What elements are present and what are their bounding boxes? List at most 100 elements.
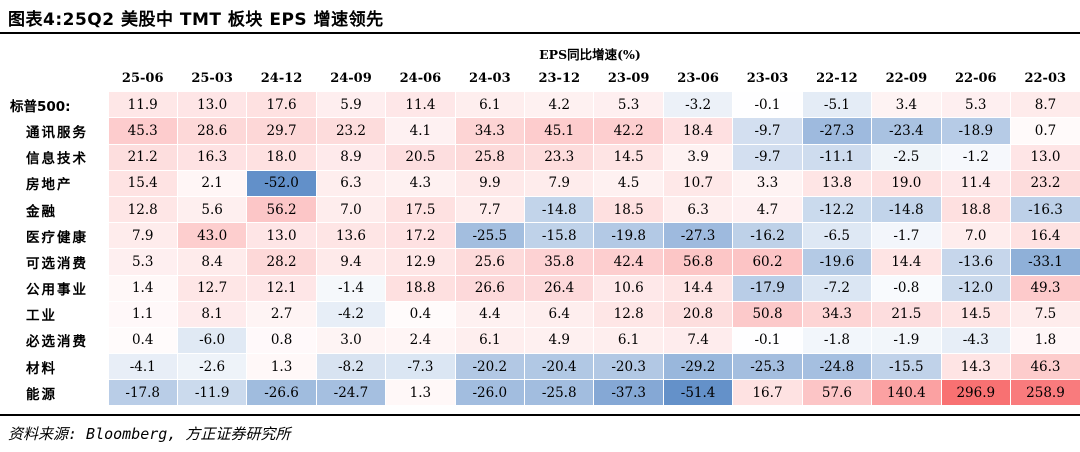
value-cell: 56.2 bbox=[246, 195, 317, 223]
value-cell: -27.3 bbox=[801, 117, 872, 145]
value-cell: 28.2 bbox=[246, 248, 317, 275]
value-cell: 14.4 bbox=[662, 274, 733, 302]
value-cell: 14.4 bbox=[871, 248, 942, 275]
value-cell: 45.3 bbox=[107, 117, 178, 145]
value-cell: 13.6 bbox=[315, 222, 386, 249]
value-cell: -26.0 bbox=[454, 379, 525, 406]
value-cell: 3.4 bbox=[871, 91, 942, 118]
value-cell: 15.4 bbox=[107, 169, 178, 197]
column-header: 24-12 bbox=[260, 71, 303, 87]
value-cell: 296.9 bbox=[940, 379, 1011, 406]
value-cell: 17.6 bbox=[246, 91, 317, 118]
source-note: 资料来源: Bloomberg, 方正证券研究所 bbox=[8, 425, 291, 443]
table-row: 可选消费 5.3 8.4 28.2 9.4 12.9 25.6 35.8 42.4 56.8 60.… bbox=[0, 248, 1080, 275]
value-cell: 1.4 bbox=[107, 274, 178, 302]
value-cell: -1.4 bbox=[315, 274, 386, 302]
table-row: 工业 1.1 8.1 2.7 -4.2 0.4 4.4 6.4 12.8 20.8 50.8 34.3… bbox=[0, 300, 1080, 328]
value-cell: 6.1 bbox=[454, 326, 525, 354]
value-cell: -52.0 bbox=[246, 169, 317, 197]
value-cell: 34.3 bbox=[801, 300, 872, 328]
row-label: 医疗健康 bbox=[26, 229, 88, 246]
value-cell: 7.0 bbox=[315, 195, 386, 223]
value-cell: -1.7 bbox=[871, 222, 942, 249]
value-cell: -20.4 bbox=[524, 353, 594, 380]
value-cell: 5.3 bbox=[107, 248, 178, 275]
value-cell: 60.2 bbox=[732, 248, 803, 275]
value-cell: -7.3 bbox=[385, 353, 456, 380]
row-label: 通讯服务 bbox=[26, 124, 88, 141]
value-cell: -9.7 bbox=[732, 143, 803, 171]
value-cell: -9.7 bbox=[732, 117, 803, 145]
table-row: 房地产 15.4 2.1 -52.0 6.3 4.3 9.9 7.9 4.5 10.7 3.3 13.… bbox=[0, 169, 1080, 197]
value-cell: 25.8 bbox=[454, 143, 525, 171]
value-cell: 0.7 bbox=[1009, 117, 1080, 145]
value-cell: 12.8 bbox=[107, 195, 178, 223]
row-label: 标普500: bbox=[10, 98, 71, 115]
value-cell: 2.4 bbox=[385, 326, 456, 354]
value-cell: 5.3 bbox=[940, 91, 1011, 118]
value-cell: 57.6 bbox=[801, 379, 872, 406]
corner-cell bbox=[0, 66, 108, 92]
value-cell: 4.7 bbox=[732, 195, 803, 223]
value-cell: -18.9 bbox=[940, 117, 1011, 145]
value-cell: 6.1 bbox=[593, 326, 664, 354]
value-cell: 12.7 bbox=[176, 274, 247, 302]
value-cell: -11.9 bbox=[176, 379, 247, 406]
table-row: 材料 -4.1 -2.6 1.3 -8.2 -7.3 -20.2 -20.4 -20.3 -29.… bbox=[0, 353, 1080, 380]
value-cell: -1.8 bbox=[801, 326, 872, 354]
value-cell: 10.6 bbox=[593, 274, 664, 302]
column-header: 25-03 bbox=[191, 71, 233, 87]
value-cell: 46.3 bbox=[1009, 353, 1080, 380]
row-label: 信息技术 bbox=[26, 151, 88, 168]
value-cell: 49.3 bbox=[1009, 274, 1080, 302]
table-row: 必选消费 0.4 -6.0 0.8 3.0 2.4 6.1 4.9 6.1 7.4 -0.1 -1.8… bbox=[0, 326, 1080, 354]
eps-growth-table: 25-06 25-03 24-12 24-09 24-06 24-03 23-12 23-09… bbox=[0, 66, 1080, 406]
super-header: EPS同比增速(%) bbox=[539, 47, 641, 62]
value-cell: 16.7 bbox=[732, 379, 803, 406]
value-cell: 7.7 bbox=[454, 195, 525, 223]
value-cell: 7.9 bbox=[107, 222, 178, 249]
value-cell: -4.1 bbox=[107, 353, 178, 380]
value-cell: -26.6 bbox=[246, 379, 317, 406]
row-label: 公用事业 bbox=[26, 282, 88, 299]
value-cell: -3.2 bbox=[662, 91, 733, 118]
value-cell: 13.0 bbox=[1009, 143, 1080, 171]
value-cell: 56.8 bbox=[662, 248, 733, 275]
value-cell: 12.1 bbox=[246, 274, 317, 302]
value-cell: 9.9 bbox=[454, 169, 525, 197]
value-cell: 1.3 bbox=[385, 379, 456, 406]
value-cell: 140.4 bbox=[871, 379, 942, 406]
value-cell: -12.2 bbox=[801, 195, 872, 223]
value-cell: -12.0 bbox=[940, 274, 1011, 302]
value-cell: 0.8 bbox=[246, 326, 317, 354]
value-cell: 2.1 bbox=[176, 169, 247, 197]
value-cell: 8.9 bbox=[315, 143, 386, 171]
table-row: 能源 -17.8 -11.9 -26.6 -24.7 1.3 -26.0 -25.8 -37.3… bbox=[0, 379, 1080, 406]
row-label: 工业 bbox=[26, 308, 57, 325]
value-cell: 17.2 bbox=[385, 222, 456, 249]
value-cell: 5.6 bbox=[176, 195, 247, 223]
row-label: 必选消费 bbox=[26, 334, 88, 351]
header-row: 25-06 25-03 24-12 24-09 24-06 24-03 23-12 23-09… bbox=[0, 66, 1080, 92]
value-cell: 18.8 bbox=[940, 195, 1011, 223]
value-cell: 9.4 bbox=[315, 248, 386, 275]
value-cell: -11.1 bbox=[801, 143, 872, 171]
value-cell: 13.0 bbox=[176, 91, 247, 118]
value-cell: -17.8 bbox=[107, 379, 178, 406]
value-cell: 23.2 bbox=[1009, 169, 1080, 197]
value-cell: 7.4 bbox=[662, 326, 733, 354]
value-cell: 14.3 bbox=[940, 353, 1011, 380]
table-row: 公用事业 1.4 12.7 12.1 -1.4 18.8 26.6 26.4 10.6 14.4-… bbox=[0, 274, 1080, 302]
column-header: 22-03 bbox=[1024, 71, 1067, 87]
value-cell: 11.4 bbox=[940, 169, 1011, 197]
value-cell: 26.4 bbox=[524, 274, 594, 302]
value-cell: 6.3 bbox=[662, 195, 733, 223]
value-cell: 20.5 bbox=[385, 143, 456, 171]
column-header: 22-09 bbox=[885, 71, 928, 87]
value-cell: 6.1 bbox=[454, 91, 525, 118]
column-header: 23-12 bbox=[538, 71, 581, 87]
value-cell: 45.1 bbox=[524, 117, 594, 145]
value-cell: 18.8 bbox=[385, 274, 456, 302]
bottom-rule bbox=[0, 414, 1080, 416]
value-cell: 1.1 bbox=[107, 300, 178, 328]
